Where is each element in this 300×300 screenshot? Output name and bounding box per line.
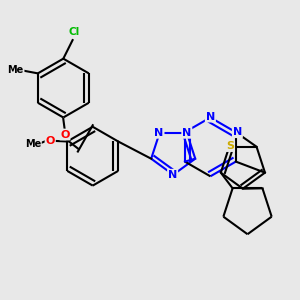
Text: N: N <box>182 128 191 138</box>
Text: O: O <box>60 130 70 140</box>
Text: Me: Me <box>25 139 41 149</box>
Text: N: N <box>168 170 177 180</box>
Text: N: N <box>233 127 242 137</box>
Text: Cl: Cl <box>68 27 80 37</box>
Text: N: N <box>154 128 164 138</box>
Text: Me: Me <box>8 65 24 75</box>
Text: S: S <box>226 141 234 151</box>
Text: O: O <box>46 136 55 146</box>
Text: N: N <box>206 112 215 122</box>
